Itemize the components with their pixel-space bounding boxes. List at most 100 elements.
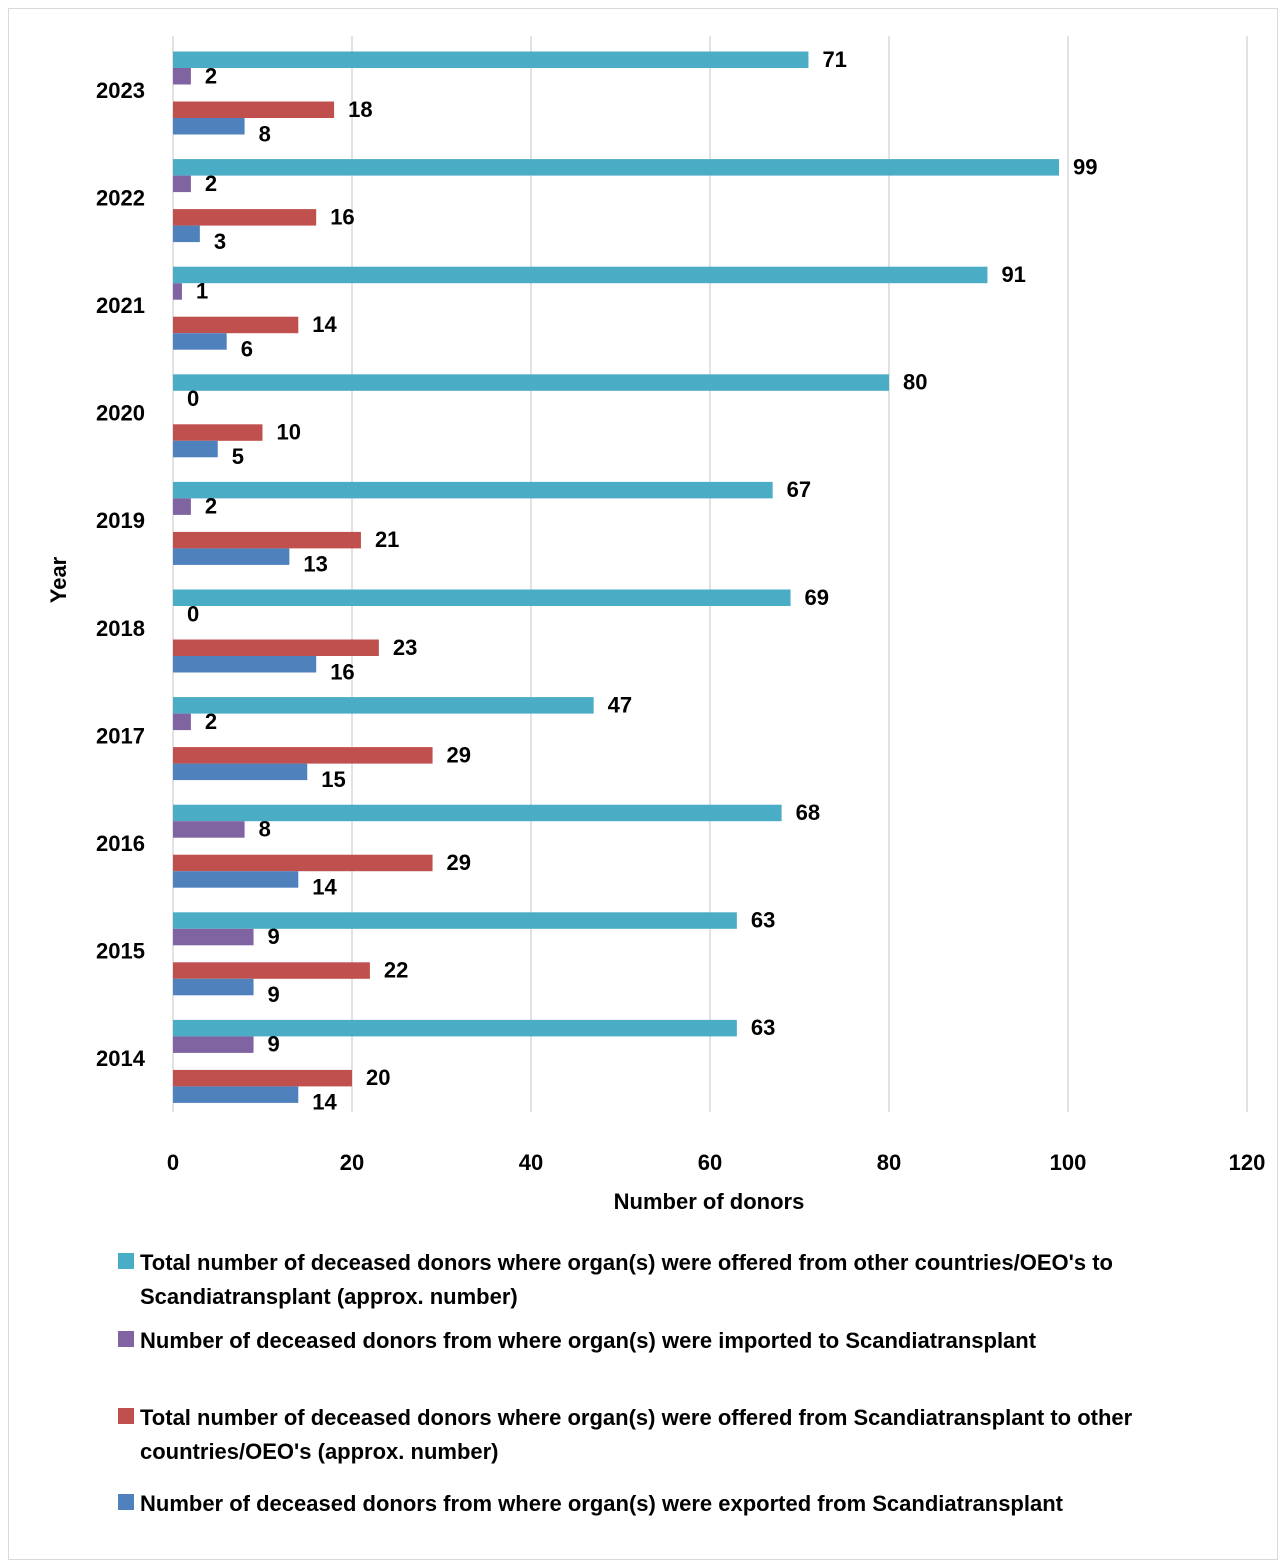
bar xyxy=(173,871,299,888)
data-label: 5 xyxy=(232,444,244,469)
data-label: 8 xyxy=(259,816,271,841)
chart-frame xyxy=(8,8,1278,1560)
data-label: 29 xyxy=(447,742,471,767)
legend-label: Total number of deceased donors where or… xyxy=(140,1250,1113,1309)
data-label: 9 xyxy=(268,982,280,1007)
data-label: 47 xyxy=(608,692,632,717)
x-tick-label: 0 xyxy=(167,1150,179,1175)
bar xyxy=(173,804,782,822)
data-label: 80 xyxy=(903,370,927,395)
x-tick-labels: 0 20 40 60 80 100 120 xyxy=(167,1150,1265,1175)
data-label: 14 xyxy=(312,874,337,899)
bar xyxy=(173,333,227,350)
bar xyxy=(173,656,317,673)
data-label: 68 xyxy=(796,800,820,825)
bar xyxy=(173,481,773,499)
data-label: 3 xyxy=(214,229,226,254)
legend-label: Number of deceased donors from where org… xyxy=(140,1328,1037,1353)
data-label: 0 xyxy=(187,386,199,411)
year-tick-label: 2015 xyxy=(96,939,145,964)
bar xyxy=(173,639,379,656)
year-tick-label: 2021 xyxy=(96,293,145,318)
data-label: 14 xyxy=(312,312,337,337)
data-label: 0 xyxy=(187,601,199,626)
legend-item-exported: Number of deceased donors from where org… xyxy=(118,1487,1063,1521)
legend-item-imported: Number of deceased donors from where org… xyxy=(118,1324,1036,1358)
year-tick-label: 2018 xyxy=(96,616,145,641)
legend-swatch xyxy=(118,1331,134,1347)
bar xyxy=(173,589,791,606)
bar xyxy=(173,101,335,118)
legend-swatch xyxy=(118,1494,134,1510)
bar xyxy=(173,316,299,334)
data-labels: 7121889921639111468001056722113690231647… xyxy=(187,47,1098,1115)
data-label: 71 xyxy=(822,47,846,72)
year-tick-label: 2020 xyxy=(96,401,145,426)
legend-swatch xyxy=(118,1253,134,1269)
data-label: 2 xyxy=(205,63,217,88)
data-label: 6 xyxy=(241,336,253,361)
bar xyxy=(173,854,433,872)
data-label: 8 xyxy=(259,121,271,146)
data-label: 23 xyxy=(393,635,417,660)
data-label: 99 xyxy=(1073,154,1097,179)
bar xyxy=(173,747,433,764)
year-tick-labels: 2023 2022 2021 2020 2019 2018 2017 2016 2015 2014 xyxy=(96,78,146,1071)
bar xyxy=(173,159,1060,176)
year-tick-label: 2019 xyxy=(96,508,145,533)
data-label: 16 xyxy=(330,204,354,229)
bar xyxy=(173,1019,737,1037)
bar xyxy=(173,498,191,515)
data-label: 16 xyxy=(330,659,354,684)
bar xyxy=(173,1036,254,1053)
bar xyxy=(173,283,182,300)
x-tick-label: 40 xyxy=(519,1150,543,1175)
data-label: 22 xyxy=(384,958,408,983)
bar xyxy=(173,51,809,68)
year-tick-label: 2022 xyxy=(96,185,145,210)
data-label: 14 xyxy=(312,1090,337,1115)
x-tick-label: 60 xyxy=(698,1150,722,1175)
bar xyxy=(173,209,317,226)
data-label: 1 xyxy=(196,278,208,303)
data-label: 2 xyxy=(205,709,217,734)
data-label: 63 xyxy=(751,1015,775,1040)
bar xyxy=(173,531,361,549)
x-tick-label: 80 xyxy=(877,1150,901,1175)
bar xyxy=(173,266,988,284)
data-label: 18 xyxy=(348,97,372,122)
legend-swatch xyxy=(118,1408,134,1424)
x-tick-label: 100 xyxy=(1050,1150,1087,1175)
year-tick-label: 2023 xyxy=(96,78,145,103)
bar xyxy=(173,928,254,946)
legend-label: Total number of deceased donors where or… xyxy=(140,1405,1133,1464)
data-label: 29 xyxy=(447,850,471,875)
legend-item-offered-to: Total number of deceased donors where or… xyxy=(118,1246,1250,1314)
bar xyxy=(173,424,263,441)
data-label: 9 xyxy=(268,924,280,949)
bar xyxy=(173,1086,299,1103)
year-tick-label: 2014 xyxy=(96,1046,146,1071)
data-label: 21 xyxy=(375,527,399,552)
y-axis-label: Year xyxy=(46,556,71,603)
data-label: 9 xyxy=(268,1032,280,1057)
legend-item-offered-from: Total number of deceased donors where or… xyxy=(118,1401,1250,1469)
bar xyxy=(173,548,290,565)
data-label: 2 xyxy=(205,171,217,196)
data-label: 15 xyxy=(321,767,345,792)
bar xyxy=(173,962,370,979)
bar xyxy=(173,68,191,85)
bar xyxy=(173,978,254,996)
bar xyxy=(173,225,200,243)
year-tick-label: 2017 xyxy=(96,723,145,748)
bar xyxy=(173,821,245,838)
bar xyxy=(173,440,218,458)
legend-label: Number of deceased donors from where org… xyxy=(140,1491,1063,1516)
bar xyxy=(173,175,191,193)
data-label: 10 xyxy=(277,420,301,445)
bar-chart: 7121889921639111468001056722113690231647… xyxy=(46,36,1265,1214)
bar xyxy=(173,763,308,781)
bar xyxy=(173,118,245,135)
bar xyxy=(173,374,889,391)
bar xyxy=(173,697,594,714)
